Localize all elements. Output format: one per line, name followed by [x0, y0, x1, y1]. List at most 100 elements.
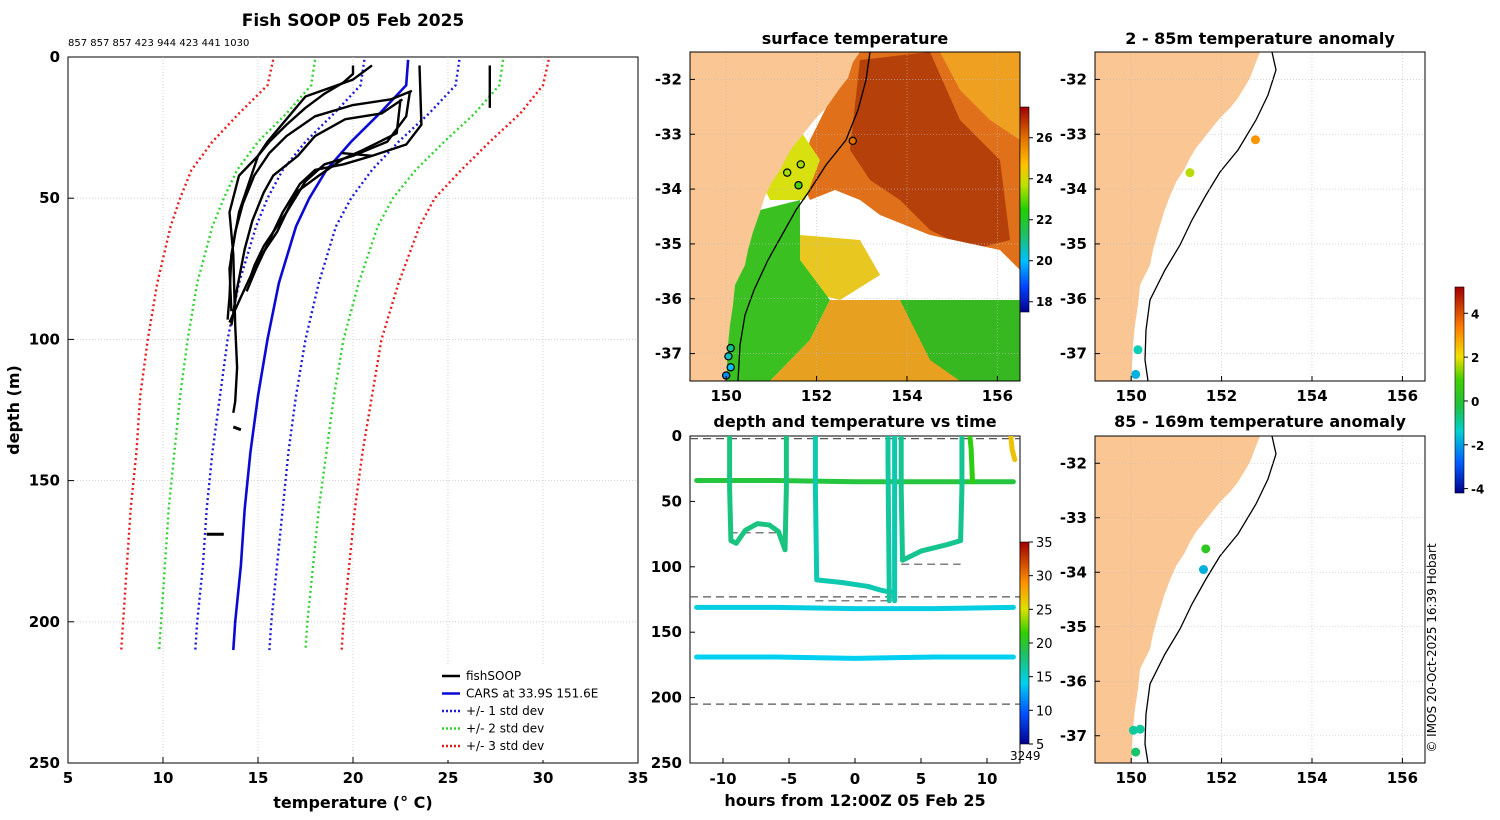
sst-colorbar: [1019, 106, 1030, 313]
dt-colorbar-tick-label: 10: [1036, 704, 1053, 719]
anom-shallow-points: [1131, 135, 1260, 379]
profile-subtitle: 857 857 857 423 944 423 441 1030: [68, 38, 249, 49]
fish-profile-line: [226, 65, 355, 320]
anom-deep-points: [1128, 544, 1211, 757]
anom-deep-title: 85 - 169m temperature anomaly: [1114, 412, 1406, 431]
profile-ytick-label: 0: [50, 48, 60, 66]
map-ytick-label: -37: [655, 345, 682, 363]
profile-xtick-label: 20: [343, 769, 364, 787]
dt-xtick-label: 10: [977, 770, 998, 788]
profile-xlabel: temperature (° C): [273, 793, 432, 812]
dt-ytick-label: 200: [651, 689, 682, 707]
dt-colorbar-tick-label: 25: [1036, 603, 1053, 618]
depth-time-xlabel: hours from 12:00Z 05 Feb 25: [724, 791, 985, 810]
map-ytick-label: -36: [1060, 290, 1087, 308]
sst-station-marker: [782, 168, 792, 177]
dt-track: [885, 436, 892, 604]
sst-orange-mid: [770, 300, 960, 381]
anom-shallow-title: 2 - 85m temperature anomaly: [1125, 29, 1395, 48]
anom-deep-point: [1131, 747, 1141, 757]
legend-label: +/- 2 std dev: [466, 722, 544, 736]
profile-fish-soop: [206, 64, 491, 536]
sst-yellow-patch: [800, 235, 880, 300]
anom-deep-isobath: [1144, 436, 1277, 763]
map-ytick-label: -32: [655, 70, 682, 88]
sst-core-hot: [850, 52, 1010, 250]
sst-cloud: [820, 200, 1020, 300]
dt-colorbar-tick-label: 5: [1036, 738, 1044, 753]
depth-time-panel: depth and temperature vs time -10 -5 0 5 100…: [651, 412, 1053, 810]
anomaly-colorbar-tick-label: 4: [1471, 307, 1479, 321]
profile-xtick-label: 30: [533, 769, 554, 787]
sst-colorbar-tick-label: 26: [1036, 131, 1053, 145]
profile-xtick-label: 35: [628, 769, 649, 787]
anom-shallow-point: [1250, 135, 1260, 145]
map-xtick-label: 156: [1387, 769, 1418, 787]
credit-text: © IMOS 20-Oct-2025 16:39 Hobart: [1425, 543, 1439, 753]
sst-colorbar-tick-label: 18: [1036, 295, 1053, 309]
map-ytick-label: -32: [1060, 454, 1087, 472]
legend-label: +/- 1 std dev: [466, 704, 544, 718]
dt-ytick-label: 250: [651, 754, 682, 772]
anomaly-colorbar-tick-label: 2: [1471, 351, 1479, 365]
sst-station-marker: [848, 136, 857, 146]
fish-profile-line: [228, 64, 373, 414]
profile-xtick-label: 25: [438, 769, 459, 787]
anom-deep-panel: 85 - 169m temperature anomaly 150 152 154 1…: [1060, 412, 1426, 787]
dt-colorbar-tick-label: 15: [1036, 671, 1053, 686]
sst-colorbar-tick-label: 20: [1036, 254, 1053, 268]
map-ytick-label: -35: [655, 235, 682, 253]
fish-profile-line: [228, 99, 402, 323]
anom-shallow-grid: [1095, 52, 1425, 381]
map-xtick-label: 150: [711, 387, 742, 405]
anom-shallow-panel: 2 - 85m temperature anomaly 150 152 154 156…: [1060, 29, 1426, 405]
anomaly-colorbar-tick-label: -4: [1471, 483, 1484, 497]
dt-track: [694, 654, 1016, 661]
profile-xlabel-text: temperature (° C): [273, 793, 432, 812]
dt-track: [727, 436, 789, 553]
anomaly-colorbar: [1454, 286, 1465, 494]
map-ytick-label: -36: [1060, 672, 1087, 690]
dt-track: [812, 436, 898, 604]
sst-colorbar-ticks: 18 20 22 24 26: [1029, 131, 1053, 309]
sst-grid: [690, 52, 1020, 381]
profile-ylabel: depth (m): [4, 365, 23, 455]
anom-deep-ticks: 150 152 154 156 -32 -33 -34 -35 -36 -37: [1060, 454, 1418, 787]
map-xtick-label: 154: [891, 387, 922, 405]
dt-colorbar-tick-label: 20: [1036, 637, 1053, 652]
map-xtick-label: 152: [801, 387, 832, 405]
dt-ytick-label: 100: [651, 558, 682, 576]
anom-deep-point: [1201, 544, 1211, 554]
profile-std-bands: [120, 59, 550, 651]
profile-grid: [68, 57, 638, 763]
anom-shallow-isobath: [1144, 52, 1277, 381]
depth-time-grid: [690, 438, 1020, 705]
sst-stations: [721, 136, 857, 380]
std-band-line: [158, 59, 317, 651]
profile-ytick-label: 150: [29, 472, 60, 490]
anom-shallow-land: [1095, 52, 1260, 381]
sst-colorbar-tick-label: 24: [1036, 172, 1053, 186]
dt-ytick-label: 150: [651, 623, 682, 641]
map-xtick-label: 152: [1206, 387, 1237, 405]
map-xtick-label: 150: [1116, 769, 1147, 787]
sst-station-marker: [796, 160, 805, 169]
profile-xtick-label: 15: [248, 769, 269, 787]
depth-time-colorbar: [1019, 541, 1030, 745]
depth-time-colorbar-ticks: 5 10 15 20 25 30 35: [1029, 536, 1053, 753]
dt-xtick-label: 0: [850, 770, 860, 788]
map-ytick-label: -34: [1060, 563, 1087, 581]
profile-panel: 5 10 15 20 25 30 35 0 50 100 150 200 250 Fish SOOP 0…: [4, 11, 648, 812]
map-ytick-label: -34: [1060, 180, 1087, 198]
dt-xtick-label: 5: [916, 770, 926, 788]
profile-legend: fishSOOP CARS at 33.9S 151.6E +/- 1 std de…: [436, 664, 634, 760]
profile-title: Fish SOOP 05 Feb 2025: [242, 11, 465, 31]
anom-deep-axes-box: [1094, 435, 1426, 764]
anomaly-colorbar-tick-label: -2: [1471, 439, 1484, 453]
anom-deep-point: [1128, 725, 1138, 735]
profile-xtick-label: 5: [63, 769, 73, 787]
profile-ytick-label: 200: [29, 613, 60, 631]
depth-time-colorbar-label: 3249: [1010, 749, 1041, 763]
